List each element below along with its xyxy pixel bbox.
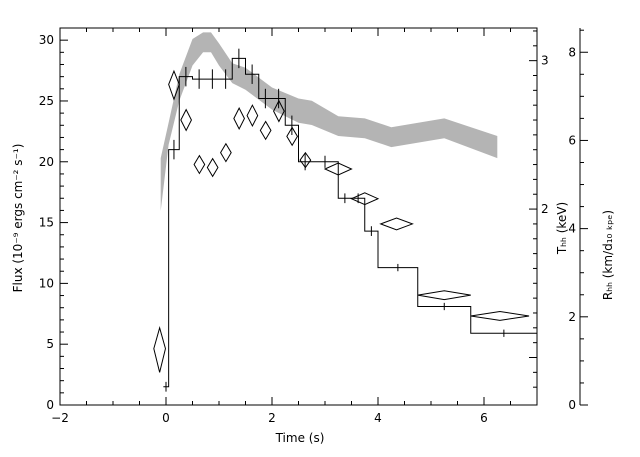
radius-tick-label-2: 2 [568, 310, 576, 324]
temperature-point-12 [299, 151, 312, 169]
radius-tick-label-3: 4 [568, 222, 576, 236]
x-tick-label-4: 4 [374, 411, 382, 425]
y-axis-title-radius: Rₕₕ (km/d₁₀ ₖₚₑ) [601, 210, 615, 300]
flux-histogram-layer [163, 48, 537, 392]
temperature-point-5 [206, 157, 219, 178]
plot-frame [59, 27, 538, 406]
flux-tick-label-7: 30 [39, 33, 54, 47]
x-tick-label-2: 0 [162, 411, 170, 425]
temperature-point-14 [350, 192, 380, 206]
radius-tick-label-1: 0 [568, 398, 576, 412]
temperature-point-11 [286, 126, 299, 147]
temperature-layer [153, 69, 530, 373]
flux-tick-label-5: 20 [39, 155, 54, 169]
temperature-point-13 [323, 162, 353, 176]
temperature-point-10 [273, 99, 285, 123]
temperature-point-3 [180, 108, 193, 132]
temperature-point-4 [193, 154, 206, 175]
flux-histogram-line [163, 57, 537, 388]
x-axis-title: Time (s) [275, 431, 325, 445]
temperature-point-16 [417, 290, 471, 301]
radius-tick-label-5: 8 [568, 45, 576, 59]
temperature-point-1 [153, 325, 166, 373]
temperature-point-7 [233, 107, 246, 131]
y-axis-title-temperature: Tₕₕ (keV) [555, 202, 569, 255]
flux-tick-label-6: 25 [39, 94, 54, 108]
radius-tick-label-4: 6 [568, 133, 576, 147]
temperature-point-8 [246, 104, 259, 128]
temperature-tick-label-1: 2 [541, 202, 549, 216]
temperature-tick-label-2: 3 [541, 54, 549, 68]
axes-layer [59, 27, 588, 406]
x-tick-label-3: 2 [268, 411, 276, 425]
flux-tick-label-1: 0 [46, 398, 54, 412]
flux-tick-label-3: 10 [39, 276, 54, 290]
temperature-point-15 [379, 217, 414, 231]
radius-band-layer [160, 32, 498, 212]
x-tick-label-1: −2 [51, 411, 69, 425]
x-tick-label-5: 6 [480, 411, 488, 425]
radius-band [160, 32, 498, 212]
temperature-point-17 [470, 310, 530, 321]
temperature-point-9 [259, 120, 272, 141]
temperature-point-6 [220, 142, 232, 163]
y-axis-title-left: Flux (10⁻⁹ ergs cm⁻² s⁻¹) [11, 144, 25, 293]
flux-tick-label-4: 15 [39, 216, 54, 230]
flux-tick-label-2: 5 [46, 337, 54, 351]
